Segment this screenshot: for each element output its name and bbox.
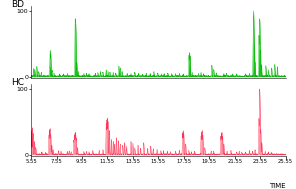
Text: TIME: TIME bbox=[269, 183, 286, 189]
Text: HC: HC bbox=[11, 78, 24, 87]
Text: BD: BD bbox=[11, 0, 24, 9]
